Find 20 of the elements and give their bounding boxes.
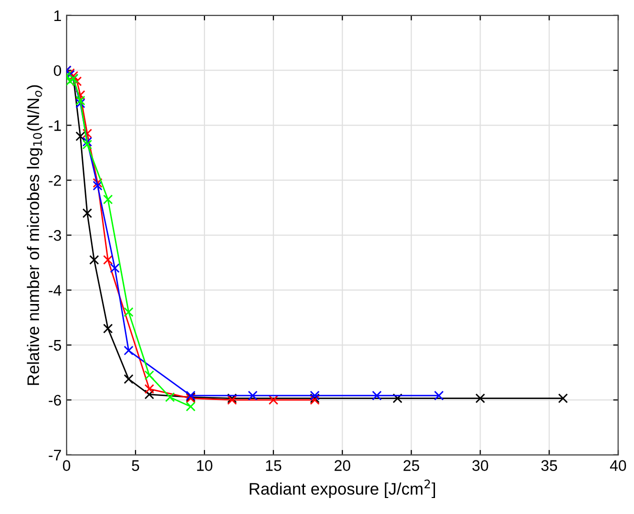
x-tick-label: 35: [541, 460, 558, 471]
x-tick-label: 5: [132, 460, 140, 471]
y-tick-label: -5: [48, 340, 62, 351]
y-axis-title: Relative number of microbes log$_{10}$(N/N$_{o}$): [26, 85, 42, 385]
y-tick-label: -1: [48, 120, 61, 131]
y-tick-label: 0: [54, 65, 62, 76]
y-tick-label: -3: [48, 230, 62, 241]
y-tick-label: -7: [48, 450, 61, 460]
x-tick-label: 10: [197, 460, 212, 471]
x-tick-label: 40: [610, 460, 626, 471]
x-tick-label: 15: [266, 460, 282, 471]
y-tick-label: -2: [48, 175, 61, 186]
x-axis-title: Radiant exposure [J/cm$^{2}$]: [250, 480, 436, 498]
y-tick-label: -6: [48, 394, 62, 406]
x-tick-label: 25: [404, 460, 420, 471]
y-tick-label: 1: [54, 10, 61, 21]
x-tick-label: 30: [472, 460, 488, 471]
y-tick-label: -4: [48, 285, 62, 296]
x-tick-label: 0: [62, 460, 70, 471]
x-tick-label: 20: [334, 460, 350, 471]
